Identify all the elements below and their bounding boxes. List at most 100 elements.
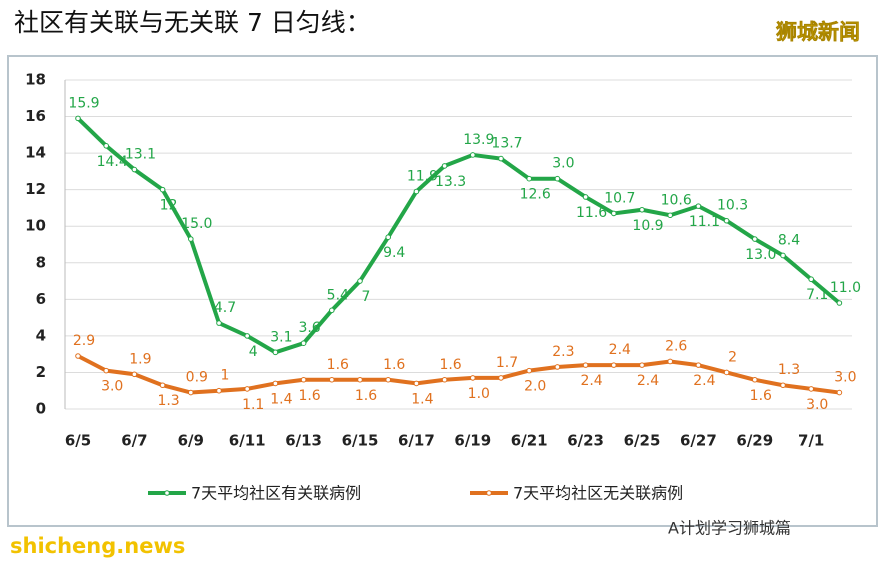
data-label: 1.7: [496, 355, 518, 371]
data-label: 10.7: [604, 190, 635, 206]
data-label: 13.3: [435, 174, 466, 190]
data-label: 2.4: [609, 342, 631, 358]
data-point: [159, 186, 166, 193]
data-label: 3.0: [101, 379, 123, 395]
data-point: [385, 376, 392, 383]
legend-marker: [486, 490, 492, 496]
data-point: [470, 375, 476, 381]
x-tick-label: 6/21: [511, 432, 548, 450]
data-point: [131, 371, 138, 378]
data-label: 1.0: [468, 386, 490, 402]
data-point: [272, 380, 279, 387]
data-point: [103, 367, 109, 374]
y-tick-label: 6: [36, 290, 46, 308]
data-label: 2.4: [693, 373, 715, 389]
x-tick-label: 6/29: [736, 432, 773, 450]
y-tick-label: 0: [36, 400, 46, 418]
data-point: [752, 376, 758, 383]
data-label: 7.1: [806, 287, 828, 303]
data-point: [244, 386, 250, 392]
data-label: 13.1: [125, 147, 156, 163]
x-tick-label: 7/1: [798, 432, 824, 450]
data-label: 8.4: [778, 232, 800, 248]
data-point: [695, 362, 702, 368]
data-point: [413, 188, 420, 195]
data-label: 3.0: [552, 156, 574, 172]
x-tick-label: 6/25: [624, 432, 661, 450]
data-label: 0.9: [186, 370, 208, 386]
y-tick-label: 12: [25, 180, 46, 198]
data-label: 7: [362, 289, 371, 305]
data-point: [667, 358, 674, 365]
y-tick-label: 2: [36, 363, 46, 381]
y-tick-label: 10: [25, 217, 46, 235]
data-point: [441, 163, 448, 169]
data-label: 13.0: [745, 247, 776, 263]
data-point: [582, 194, 589, 200]
data-point: [300, 376, 307, 383]
data-label: 5.4: [327, 287, 349, 303]
data-point: [808, 276, 815, 283]
data-label: 1.3: [157, 393, 179, 409]
data-point: [554, 175, 561, 182]
chart-frame: [7, 55, 878, 527]
y-tick-label: 16: [25, 107, 46, 125]
data-point: [639, 206, 645, 213]
data-label: 11.9: [407, 168, 438, 184]
y-tick-label: 8: [36, 253, 46, 271]
data-point: [611, 210, 617, 217]
data-label: 10.3: [717, 198, 748, 214]
data-label: 2.6: [665, 338, 687, 354]
data-label: 4.7: [214, 300, 236, 316]
data-label: 2.9: [73, 333, 95, 349]
data-point: [216, 387, 222, 394]
data-label: 1.6: [327, 357, 349, 373]
data-point: [329, 307, 335, 314]
data-label: 3.0: [806, 397, 828, 413]
data-label: 3.1: [270, 329, 292, 345]
data-label: 15.0: [181, 216, 212, 232]
x-tick-label: 6/9: [178, 432, 204, 450]
data-label: 1.6: [298, 388, 320, 404]
y-tick-label: 18: [25, 71, 46, 89]
data-point: [695, 203, 702, 209]
data-point: [441, 376, 448, 383]
series-line: [76, 116, 841, 355]
data-label: 15.9: [68, 95, 99, 111]
x-tick-label: 6/19: [454, 432, 491, 450]
x-tick-label: 6/15: [342, 432, 379, 450]
watermark: A计划学习狮城篇: [668, 519, 791, 538]
legend-label: 7天平均社区无关联病例: [513, 484, 683, 503]
x-tick-label: 6/7: [121, 432, 147, 450]
data-point: [188, 236, 194, 242]
watermark: shicheng.news: [10, 534, 185, 558]
y-tick-label: 4: [36, 326, 46, 344]
data-label: 1.9: [129, 351, 151, 367]
data-label: 11.0: [830, 280, 861, 296]
data-label: 10.6: [661, 192, 692, 208]
data-point: [780, 252, 786, 259]
data-point: [498, 155, 504, 162]
data-label: 2.4: [580, 373, 602, 389]
data-label: 3.0: [834, 370, 856, 386]
x-tick-label: 6/13: [285, 432, 322, 450]
data-point: [357, 278, 363, 284]
x-tick-label: 6/27: [680, 432, 717, 450]
data-point: [780, 382, 786, 389]
legend-label: 7天平均社区有关联病例: [191, 484, 361, 503]
data-label: 2: [728, 349, 737, 365]
x-tick-label: 6/23: [567, 432, 604, 450]
data-point: [611, 362, 617, 368]
data-label: 1.6: [439, 357, 461, 373]
data-point: [103, 143, 109, 149]
data-label: 1.1: [242, 397, 264, 413]
data-point: [300, 340, 307, 347]
data-point: [413, 380, 420, 387]
data-label: 14.4: [97, 154, 128, 170]
data-label: 13.9: [463, 132, 494, 148]
data-point: [752, 236, 758, 242]
data-point: [836, 389, 843, 396]
data-label: 1: [221, 368, 230, 384]
data-point: [808, 386, 815, 392]
